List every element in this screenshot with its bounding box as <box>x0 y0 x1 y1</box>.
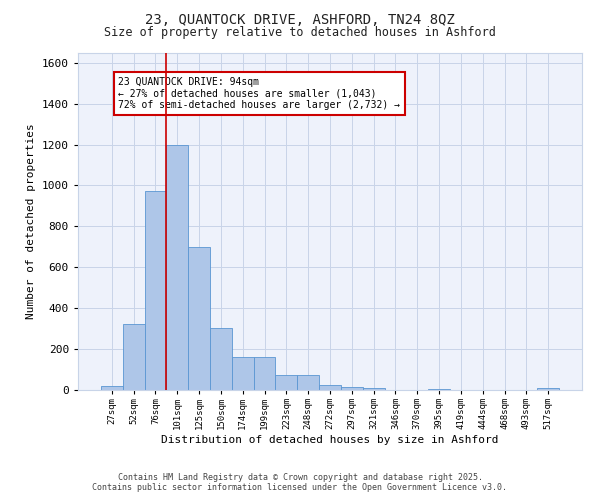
Bar <box>363 388 385 390</box>
Bar <box>428 389 450 390</box>
Bar <box>537 388 559 390</box>
X-axis label: Distribution of detached houses by size in Ashford: Distribution of detached houses by size … <box>161 435 499 445</box>
Text: 23 QUANTOCK DRIVE: 94sqm
← 27% of detached houses are smaller (1,043)
72% of sem: 23 QUANTOCK DRIVE: 94sqm ← 27% of detach… <box>118 77 400 110</box>
Bar <box>297 374 319 390</box>
Bar <box>188 247 210 390</box>
Bar <box>101 386 123 390</box>
Bar <box>210 328 232 390</box>
Text: Size of property relative to detached houses in Ashford: Size of property relative to detached ho… <box>104 26 496 39</box>
Bar <box>145 190 166 390</box>
Bar <box>123 324 145 390</box>
Bar <box>319 385 341 390</box>
Text: Contains HM Land Registry data © Crown copyright and database right 2025.
Contai: Contains HM Land Registry data © Crown c… <box>92 473 508 492</box>
Bar <box>275 374 297 390</box>
Bar <box>166 144 188 390</box>
Text: 23, QUANTOCK DRIVE, ASHFORD, TN24 8QZ: 23, QUANTOCK DRIVE, ASHFORD, TN24 8QZ <box>145 12 455 26</box>
Y-axis label: Number of detached properties: Number of detached properties <box>26 124 37 319</box>
Bar <box>341 387 363 390</box>
Bar <box>232 358 254 390</box>
Bar <box>254 358 275 390</box>
